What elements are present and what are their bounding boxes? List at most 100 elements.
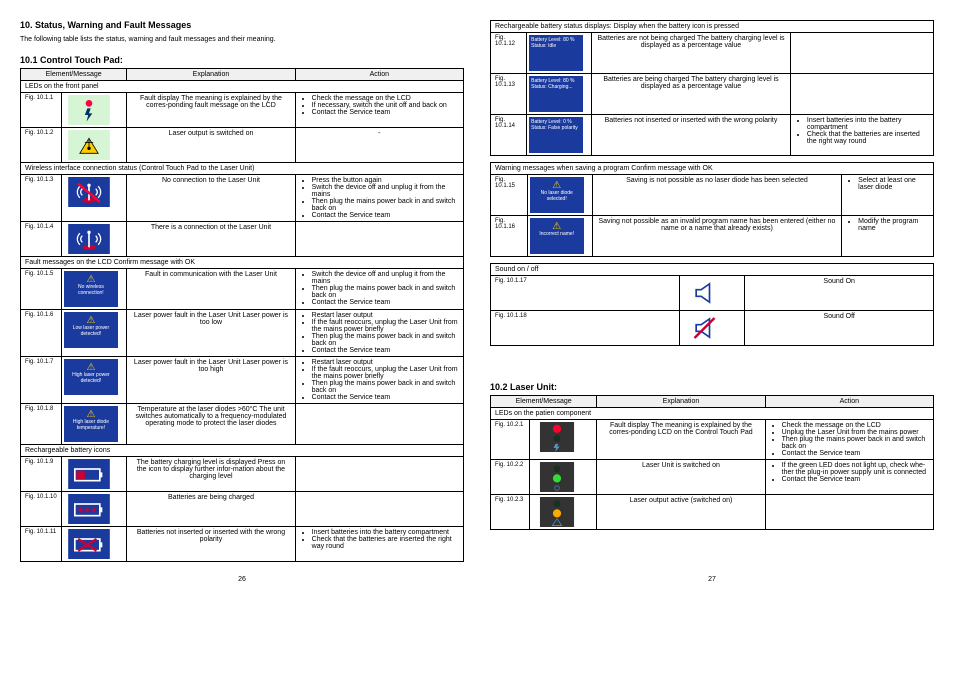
- col-action: Action: [295, 69, 463, 81]
- subhead-battery-status: Rechargeable battery status displays: Di…: [491, 21, 934, 33]
- table-row: Fig. 10.1.18 Sound Off: [491, 311, 934, 346]
- no-connection-icon: [64, 177, 114, 207]
- subhead-battery-icons: Rechargeable battery icons: [21, 445, 464, 457]
- col-action: Action: [765, 396, 933, 408]
- subhead-leds-front: LEDs on the front panel: [21, 81, 464, 93]
- cell-exp: Temperature at the laser diodes >60°C Th…: [127, 404, 295, 445]
- subhead-warn-save: Warning messages when saving a program C…: [491, 163, 934, 175]
- cell-exp: Fault display The meaning is explained b…: [597, 420, 765, 460]
- cell-exp: Laser Unit is switched on: [597, 460, 765, 495]
- battery-charging-icon: [64, 494, 114, 524]
- table-row: Fig. 10.1.11 Batteries not inserted or i…: [21, 527, 464, 562]
- intro-text: The following table lists the status, wa…: [20, 36, 464, 43]
- page-number: 26: [20, 568, 464, 583]
- laser-on-icon: [64, 130, 114, 160]
- lcd-incorrect-name-icon: ⚠Incorrect name!: [530, 218, 584, 254]
- lcd-high-power-icon: ⚠High laser power detected!: [64, 359, 118, 395]
- action-item: Contact the Service team: [312, 299, 459, 306]
- col-explanation: Explanation: [597, 396, 765, 408]
- lcd-no-diode-icon: ⚠No laser diode selected!: [530, 177, 584, 213]
- action-list: Press the button againSwitch the device …: [300, 177, 459, 219]
- action-item: Then plug the mains power back in and sw…: [312, 285, 459, 299]
- table-row: Fig. 10.1.16 ⚠Incorrect name! Saving not…: [491, 216, 934, 257]
- cell-exp: The battery charging level is displayed …: [127, 457, 295, 492]
- table-row: Fig. 10.1.12 Battery Level: 80 % Status:…: [491, 33, 934, 74]
- action-item: Contact the Service team: [782, 450, 929, 457]
- table-row: Fig. 10.2.2 ⏻ Laser Unit is switched on …: [491, 460, 934, 495]
- battery-wrong-icon: [64, 529, 114, 559]
- table-row: Fig. 10.1.6 ⚠Low laser power detected! L…: [21, 310, 464, 357]
- action-item: Then plug the mains power back in and sw…: [312, 380, 459, 394]
- table-row: Fig. 10.1.2 Laser output is switched on …: [21, 128, 464, 163]
- action-item: Modify the program name: [858, 218, 929, 232]
- table-row: Fig. 10.1.1 Fault display The meaning is…: [21, 93, 464, 128]
- action-list: Insert batteries into the battery compar…: [300, 529, 459, 550]
- col-element: Element/Message: [491, 396, 597, 408]
- cell-exp: Laser power fault in the Laser Unit Lase…: [127, 310, 295, 357]
- lcd-battery-false-polarity-icon: Battery Level: 0 % Status: False polarit…: [529, 117, 583, 153]
- cell-exp: Laser output is switched on: [127, 128, 295, 163]
- cell-exp: Sound Off: [745, 311, 934, 346]
- action-list: Modify the program name: [846, 218, 929, 232]
- cell-exp: Batteries are being charged The battery …: [592, 74, 791, 115]
- section-10-1: 10.1 Control Touch Pad:: [20, 55, 464, 65]
- table-row: Fig. 10.1.17 Sound On: [491, 276, 934, 311]
- action-item: If necessary, switch the unit off and ba…: [312, 102, 459, 109]
- action-item: If the green LED does not light up, chec…: [782, 462, 929, 476]
- cell-exp: Sound On: [745, 276, 934, 311]
- table-row: Fig. 10.2.3 Laser output active (switche…: [491, 495, 934, 530]
- action-item: Check that the batteries are inserted th…: [312, 536, 459, 550]
- action-item: If the fault reoccurs, unplug the Laser …: [312, 319, 459, 333]
- action-item: Press the button again: [312, 177, 459, 184]
- action-item: Then plug the mains power back in and sw…: [782, 436, 929, 450]
- table-row: Fig. 10.1.15 ⚠No laser diode selected! S…: [491, 175, 934, 216]
- table-row: Fig. 10.1.9 The battery charging level i…: [21, 457, 464, 492]
- cell-exp: There is a connection ot the Laser Unit: [127, 222, 295, 257]
- action-list: Check the message on the LCDIf necessary…: [300, 95, 459, 116]
- table-row: Fig. 10.1.5 ⚠No wireless connection! Fau…: [21, 269, 464, 310]
- action-item: Then plug the mains power back in and sw…: [312, 333, 459, 347]
- svg-text:⏻: ⏻: [554, 485, 560, 492]
- table-row: Fig. 10.1.14 Battery Level: 0 % Status: …: [491, 115, 934, 156]
- action-item: Insert batteries into the battery compar…: [807, 117, 929, 131]
- cell-exp: Batteries are being charged: [127, 492, 295, 527]
- table-warn-save: Warning messages when saving a program C…: [490, 162, 934, 257]
- cell-exp: Fault display The meaning is explained b…: [127, 93, 295, 128]
- table-control-touch-pad: Element/Message Explanation Action LEDs …: [20, 68, 464, 562]
- action-item: Restart laser output: [312, 312, 459, 319]
- action-list: Select at least one laser diode: [846, 177, 929, 191]
- page-number: 27: [490, 568, 934, 583]
- table-row: Fig. 10.1.10 Batteries are being charged: [21, 492, 464, 527]
- cell-exp: Batteries not inserted or inserted with …: [592, 115, 791, 156]
- action-list: Insert batteries into the battery compar…: [795, 117, 929, 145]
- table-row: Fig. 10.2.1 Fault display The meaning is…: [491, 420, 934, 460]
- lcd-high-temp-icon: ⚠High laser diode temperature!: [64, 406, 118, 442]
- laser-active-led-icon: [532, 497, 582, 527]
- action-item: Check the message on the LCD: [312, 95, 459, 102]
- laser-on-led-icon: ⏻: [532, 462, 582, 492]
- cell-exp: Saving is not possible as no laser diode…: [592, 175, 841, 216]
- lcd-no-wireless-icon: ⚠No wireless connection!: [64, 271, 118, 307]
- battery-level-icon: [64, 459, 114, 489]
- action-item: If the fault reoccurs, unplug the Laser …: [312, 366, 459, 380]
- action-item: Switch the device off and unplug it from…: [312, 184, 459, 198]
- table-row: Fig. 10.1.7 ⚠High laser power detected! …: [21, 357, 464, 404]
- lcd-battery-charging-icon: Battery Level: 80 % Status: Charging...: [529, 76, 583, 112]
- laser-fault-led-icon: [532, 422, 582, 452]
- connection-ok-icon: [64, 224, 114, 254]
- table-laser-unit: Element/Message Explanation Action LEDs …: [490, 395, 934, 530]
- table-battery-status: Rechargeable battery status displays: Di…: [490, 20, 934, 156]
- action-list: If the green LED does not light up, chec…: [770, 462, 929, 483]
- col-element: Element/Message: [21, 69, 127, 81]
- cell-exp: Batteries are not being charged The batt…: [592, 33, 791, 74]
- sound-on-icon: [682, 278, 732, 308]
- table-row: Fig. 10.1.8 ⚠High laser diode temperatur…: [21, 404, 464, 445]
- action-list: Check the message on the LCDUnplug the L…: [770, 422, 929, 457]
- action-item: Contact the Service team: [312, 394, 459, 401]
- cell-exp: Fault in communication with the Laser Un…: [127, 269, 295, 310]
- table-sound: Sound on / off Fig. 10.1.17 Sound On Fig…: [490, 263, 934, 346]
- section-10-2: 10.2 Laser Unit:: [490, 382, 934, 392]
- action-item: Contact the Service team: [782, 476, 929, 483]
- subhead-fault-lcd: Fault messages on the LCD Confirm messag…: [21, 257, 464, 269]
- action-item: Check that the batteries are inserted th…: [807, 131, 929, 145]
